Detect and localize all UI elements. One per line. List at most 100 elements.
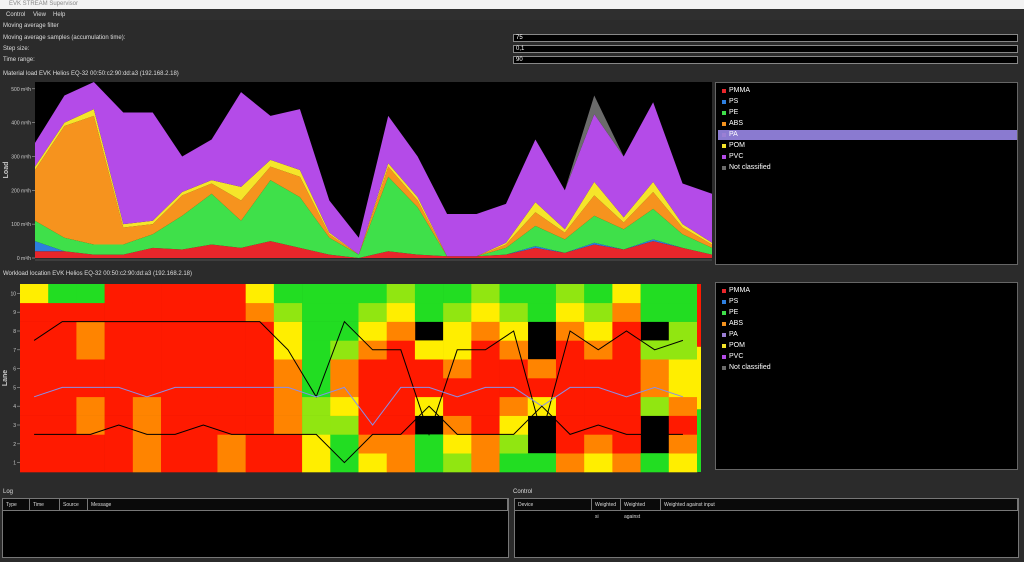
- column-header[interactable]: Weighted against: [621, 499, 661, 520]
- menu-item[interactable]: Help: [53, 12, 66, 18]
- text-input[interactable]: 0,1: [513, 45, 1018, 53]
- menu-item[interactable]: View: [33, 12, 46, 18]
- heat-cell: [132, 340, 162, 360]
- legend-label: Not classified: [729, 164, 771, 171]
- legend-swatch: [722, 311, 726, 315]
- heat-cell: [48, 415, 77, 435]
- legend-swatch: [722, 289, 726, 293]
- legend-label: PMMA: [729, 87, 750, 94]
- heat-cell: [584, 321, 613, 341]
- legend-item[interactable]: PMMA: [718, 286, 1017, 296]
- heat-cell: [443, 396, 472, 416]
- heat-cell: [273, 396, 303, 416]
- heat-cell: [584, 434, 613, 454]
- heat-cell: [20, 340, 49, 360]
- legend-item[interactable]: PE: [718, 308, 1017, 318]
- column-header[interactable]: Message: [88, 499, 508, 511]
- legend-item[interactable]: PVC: [718, 352, 1017, 362]
- heat-cell: [161, 302, 190, 322]
- y-axis-label: Lane: [2, 370, 9, 386]
- legend-item[interactable]: PE: [718, 108, 1017, 118]
- heat-cell: [217, 415, 246, 435]
- heat-cell: [104, 396, 134, 416]
- legend-label: PS: [729, 98, 739, 105]
- legend-item[interactable]: PA: [718, 330, 1017, 340]
- legend-item[interactable]: PVC: [718, 152, 1017, 162]
- legend-item[interactable]: PMMA: [718, 86, 1017, 96]
- y-tick-label: 9: [13, 310, 16, 316]
- heat-cell: [76, 396, 105, 416]
- heat-cell: [555, 359, 585, 379]
- heat-cell: [358, 378, 388, 398]
- heat-cell: [132, 359, 162, 379]
- legend-item[interactable]: PA: [718, 130, 1017, 140]
- heat-cell: [443, 453, 472, 473]
- legend-swatch: [722, 144, 726, 148]
- heat-cell: [471, 302, 500, 322]
- heat-cell: [161, 321, 190, 341]
- legend-label: PMMA: [729, 287, 750, 294]
- legend-item[interactable]: Not classified: [718, 363, 1017, 373]
- legend-item[interactable]: POM: [718, 341, 1017, 351]
- lane-line: [33, 320, 684, 437]
- menu-item[interactable]: Control: [6, 12, 26, 18]
- heat-cell: [584, 396, 613, 416]
- heat-cell: [443, 321, 472, 341]
- column-header[interactable]: Type: [3, 499, 30, 511]
- heat-cell: [302, 415, 331, 435]
- column-header[interactable]: Weighted against input: [661, 499, 1018, 511]
- heat-cell: [640, 453, 670, 473]
- column-header[interactable]: Weighted si: [592, 499, 621, 520]
- heat-cell: [302, 434, 331, 454]
- heat-cell: [104, 359, 134, 379]
- field-label: Moving average samples (accumulation tim…: [3, 35, 126, 41]
- column-header[interactable]: Device: [515, 499, 592, 511]
- colorbar-segment: [697, 346, 701, 410]
- heat-cell: [245, 434, 275, 454]
- section-title: Moving average filter: [3, 23, 59, 29]
- heat-cell: [189, 359, 218, 379]
- legend-label: PE: [729, 109, 739, 116]
- heat-cell: [386, 415, 416, 435]
- heat-cell: [302, 359, 331, 379]
- legend-label: PA: [729, 331, 738, 338]
- heat-cell: [330, 359, 359, 379]
- legend-item[interactable]: Not classified: [718, 163, 1017, 173]
- heat-cell: [443, 302, 472, 322]
- heat-cell: [555, 434, 585, 454]
- legend-swatch: [722, 111, 726, 115]
- text-input[interactable]: 90: [513, 56, 1018, 64]
- y-tick-label: 100 m³/h: [11, 222, 31, 228]
- legend-item[interactable]: POM: [718, 141, 1017, 151]
- heat-cell: [189, 434, 218, 454]
- y-tick-label: 6: [13, 367, 16, 373]
- field-label: Step size:: [3, 46, 30, 52]
- heat-cell: [20, 396, 49, 416]
- heat-cell: [330, 340, 359, 360]
- heat-cell: [132, 396, 162, 416]
- legend-swatch: [722, 166, 726, 170]
- heat-cell: [555, 284, 585, 304]
- heat-cell: [245, 321, 275, 341]
- y-tick-label: 8: [13, 329, 16, 335]
- heat-cell: [386, 359, 416, 379]
- legend-item[interactable]: PS: [718, 297, 1017, 307]
- heat-cell: [273, 359, 303, 379]
- heat-cell: [640, 302, 670, 322]
- heat-cell: [471, 396, 500, 416]
- heat-cell: [358, 359, 388, 379]
- legend-item[interactable]: PS: [718, 97, 1017, 107]
- heat-cell: [443, 359, 472, 379]
- column-header[interactable]: Time: [30, 499, 60, 511]
- heat-cell: [217, 396, 246, 416]
- column-header[interactable]: Source: [60, 499, 88, 511]
- legend-item[interactable]: ABS: [718, 319, 1017, 329]
- heat-cell: [104, 340, 134, 360]
- legend-label: PVC: [729, 353, 744, 360]
- heat-cell: [217, 359, 246, 379]
- legend-item[interactable]: ABS: [718, 119, 1017, 129]
- text-input[interactable]: 75: [513, 34, 1018, 42]
- heat-cell: [104, 284, 134, 304]
- heat-cell: [132, 453, 162, 473]
- heat-cell: [189, 321, 218, 341]
